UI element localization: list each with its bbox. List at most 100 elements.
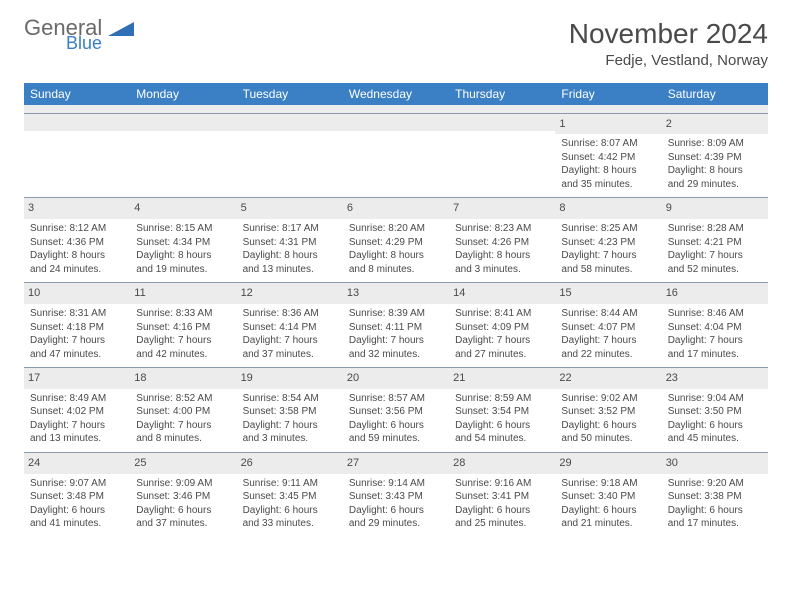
header: General Blue November 2024 Fedje, Vestla… [24, 18, 768, 69]
day-number: 6 [343, 198, 449, 219]
sunrise-text: Sunrise: 8:33 AM [136, 307, 230, 321]
day-cell: 28Sunrise: 9:16 AMSunset: 3:41 PMDayligh… [449, 452, 555, 536]
sunrise-text: Sunrise: 8:39 AM [349, 307, 443, 321]
sunrise-text: Sunrise: 8:23 AM [455, 222, 549, 236]
day-number: 10 [24, 283, 130, 304]
day-number: 9 [662, 198, 768, 219]
sunset-text: Sunset: 4:36 PM [30, 236, 124, 250]
sunset-text: Sunset: 3:54 PM [455, 405, 549, 419]
sunrise-text: Sunrise: 9:04 AM [668, 392, 762, 406]
daylight-text: Daylight: 8 hours and 35 minutes. [561, 164, 655, 191]
day-number: 8 [555, 198, 661, 219]
day-number [130, 114, 236, 131]
day-cell: 14Sunrise: 8:41 AMSunset: 4:09 PMDayligh… [449, 283, 555, 368]
day-number: 19 [237, 368, 343, 389]
day-cell [130, 113, 236, 198]
day-number: 17 [24, 368, 130, 389]
day-cell [24, 113, 130, 198]
day-cell: 29Sunrise: 9:18 AMSunset: 3:40 PMDayligh… [555, 452, 661, 536]
sunset-text: Sunset: 4:29 PM [349, 236, 443, 250]
day-number: 16 [662, 283, 768, 304]
daylight-text: Daylight: 7 hours and 3 minutes. [243, 419, 337, 446]
week-row: 10Sunrise: 8:31 AMSunset: 4:18 PMDayligh… [24, 283, 768, 368]
sunrise-text: Sunrise: 9:20 AM [668, 477, 762, 491]
daylight-text: Daylight: 8 hours and 13 minutes. [243, 249, 337, 276]
daylight-text: Daylight: 6 hours and 45 minutes. [668, 419, 762, 446]
day-number: 5 [237, 198, 343, 219]
sunrise-text: Sunrise: 9:09 AM [136, 477, 230, 491]
day-cell: 3Sunrise: 8:12 AMSunset: 4:36 PMDaylight… [24, 198, 130, 283]
spacer-row [24, 105, 768, 113]
daylight-text: Daylight: 7 hours and 8 minutes. [136, 419, 230, 446]
daylight-text: Daylight: 7 hours and 58 minutes. [561, 249, 655, 276]
day-cell: 16Sunrise: 8:46 AMSunset: 4:04 PMDayligh… [662, 283, 768, 368]
day-number: 27 [343, 453, 449, 474]
day-header: Saturday [662, 83, 768, 105]
sunset-text: Sunset: 3:38 PM [668, 490, 762, 504]
sunset-text: Sunset: 4:11 PM [349, 321, 443, 335]
daylight-text: Daylight: 6 hours and 21 minutes. [561, 504, 655, 531]
calendar-body: 1Sunrise: 8:07 AMSunset: 4:42 PMDaylight… [24, 105, 768, 537]
daylight-text: Daylight: 8 hours and 8 minutes. [349, 249, 443, 276]
sunset-text: Sunset: 4:02 PM [30, 405, 124, 419]
sunset-text: Sunset: 4:39 PM [668, 151, 762, 165]
sunrise-text: Sunrise: 8:15 AM [136, 222, 230, 236]
daylight-text: Daylight: 7 hours and 27 minutes. [455, 334, 549, 361]
sunset-text: Sunset: 4:31 PM [243, 236, 337, 250]
sunset-text: Sunset: 4:09 PM [455, 321, 549, 335]
day-cell: 26Sunrise: 9:11 AMSunset: 3:45 PMDayligh… [237, 452, 343, 536]
day-number: 22 [555, 368, 661, 389]
sunrise-text: Sunrise: 9:07 AM [30, 477, 124, 491]
sunset-text: Sunset: 3:40 PM [561, 490, 655, 504]
daylight-text: Daylight: 7 hours and 42 minutes. [136, 334, 230, 361]
sunset-text: Sunset: 4:00 PM [136, 405, 230, 419]
daylight-text: Daylight: 7 hours and 13 minutes. [30, 419, 124, 446]
day-header: Tuesday [237, 83, 343, 105]
daylight-text: Daylight: 7 hours and 52 minutes. [668, 249, 762, 276]
sunset-text: Sunset: 3:52 PM [561, 405, 655, 419]
day-cell: 23Sunrise: 9:04 AMSunset: 3:50 PMDayligh… [662, 368, 768, 453]
sunset-text: Sunset: 3:41 PM [455, 490, 549, 504]
daylight-text: Daylight: 8 hours and 3 minutes. [455, 249, 549, 276]
daylight-text: Daylight: 8 hours and 29 minutes. [668, 164, 762, 191]
day-header: Sunday [24, 83, 130, 105]
sunset-text: Sunset: 4:42 PM [561, 151, 655, 165]
day-cell [237, 113, 343, 198]
daylight-text: Daylight: 6 hours and 37 minutes. [136, 504, 230, 531]
day-number: 28 [449, 453, 555, 474]
day-header: Thursday [449, 83, 555, 105]
day-cell [449, 113, 555, 198]
day-cell: 6Sunrise: 8:20 AMSunset: 4:29 PMDaylight… [343, 198, 449, 283]
daylight-text: Daylight: 7 hours and 47 minutes. [30, 334, 124, 361]
day-cell: 10Sunrise: 8:31 AMSunset: 4:18 PMDayligh… [24, 283, 130, 368]
day-number [449, 114, 555, 131]
day-cell: 2Sunrise: 8:09 AMSunset: 4:39 PMDaylight… [662, 113, 768, 198]
day-cell [343, 113, 449, 198]
day-header-row: SundayMondayTuesdayWednesdayThursdayFrid… [24, 83, 768, 105]
logo-word-blue: Blue [66, 35, 102, 52]
day-number: 2 [662, 114, 768, 135]
day-number: 21 [449, 368, 555, 389]
sunset-text: Sunset: 4:26 PM [455, 236, 549, 250]
day-cell: 19Sunrise: 8:54 AMSunset: 3:58 PMDayligh… [237, 368, 343, 453]
daylight-text: Daylight: 6 hours and 54 minutes. [455, 419, 549, 446]
day-cell: 13Sunrise: 8:39 AMSunset: 4:11 PMDayligh… [343, 283, 449, 368]
daylight-text: Daylight: 7 hours and 32 minutes. [349, 334, 443, 361]
day-cell: 18Sunrise: 8:52 AMSunset: 4:00 PMDayligh… [130, 368, 236, 453]
location-text: Fedje, Vestland, Norway [569, 52, 768, 69]
day-number: 15 [555, 283, 661, 304]
sunrise-text: Sunrise: 9:18 AM [561, 477, 655, 491]
sunrise-text: Sunrise: 8:59 AM [455, 392, 549, 406]
day-cell: 24Sunrise: 9:07 AMSunset: 3:48 PMDayligh… [24, 452, 130, 536]
daylight-text: Daylight: 6 hours and 50 minutes. [561, 419, 655, 446]
sunset-text: Sunset: 4:34 PM [136, 236, 230, 250]
daylight-text: Daylight: 6 hours and 41 minutes. [30, 504, 124, 531]
sunrise-text: Sunrise: 8:07 AM [561, 137, 655, 151]
sunrise-text: Sunrise: 8:25 AM [561, 222, 655, 236]
day-cell: 4Sunrise: 8:15 AMSunset: 4:34 PMDaylight… [130, 198, 236, 283]
day-cell: 11Sunrise: 8:33 AMSunset: 4:16 PMDayligh… [130, 283, 236, 368]
day-number: 25 [130, 453, 236, 474]
sunrise-text: Sunrise: 9:02 AM [561, 392, 655, 406]
day-cell: 5Sunrise: 8:17 AMSunset: 4:31 PMDaylight… [237, 198, 343, 283]
day-cell: 17Sunrise: 8:49 AMSunset: 4:02 PMDayligh… [24, 368, 130, 453]
